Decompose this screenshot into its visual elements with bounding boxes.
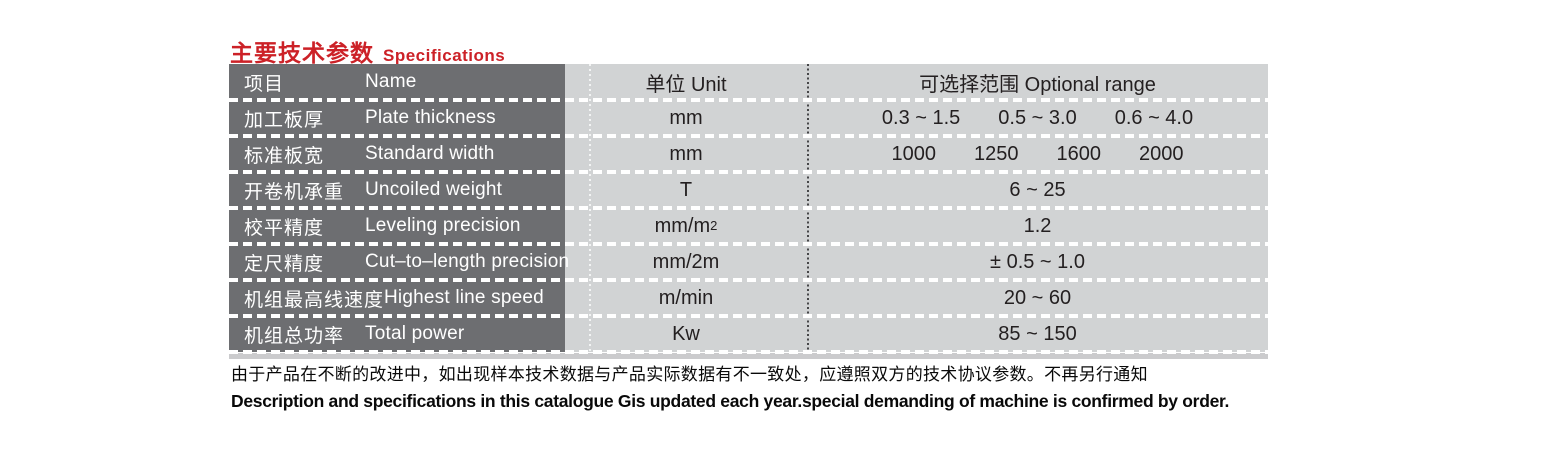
row-cell-name: 加工板厚 Plate thickness (229, 100, 565, 136)
table-header-row: 项目 Name 单位 Unit 可选择范围 Optional range (229, 64, 1268, 102)
row-name-en: Leveling precision (365, 215, 521, 236)
row-name-en: Total power (365, 323, 465, 344)
range-value: 1250 (974, 142, 1019, 165)
row-name-en: Highest line speed (384, 287, 544, 308)
footer-note-en: Description and specifications in this c… (231, 391, 1230, 411)
row-name-cn: 定尺精度 (244, 253, 325, 275)
header-cell-range: 可选择范围 Optional range (919, 73, 1156, 96)
row-values: 0.3 ~ 1.5 0.5 ~ 3.0 0.6 ~ 4.0 (807, 100, 1268, 136)
table-row: 加工板厚 Plate thickness mm 0.3 ~ 1.5 0.5 ~ 3… (229, 100, 1268, 138)
page-title-en: Specifications (383, 46, 506, 65)
header-name-cn: 项目 (244, 73, 285, 95)
range-value: 1.2 (1023, 214, 1052, 237)
table-row: 开卷机承重 Uncoiled weight T 6 ~ 25 (229, 172, 1268, 210)
row-name-en: Standard width (365, 143, 495, 164)
range-value: 0.3 ~ 1.5 (881, 106, 961, 129)
table-bottom-edge (229, 353, 1268, 359)
table-row: 校平精度 Leveling precision mm/m 2 1.2 (229, 208, 1268, 246)
row-values: 20 ~ 60 (807, 280, 1268, 316)
row-name-cn: 开卷机承重 (244, 181, 345, 203)
row-cell-name: 机组最高线速度 Highest line speed (229, 280, 565, 316)
row-values: 6 ~ 25 (807, 172, 1268, 208)
row-name-en: Uncoiled weight (365, 179, 503, 200)
range-value: 0.6 ~ 4.0 (1114, 106, 1194, 129)
range-value: 1000 (891, 142, 937, 165)
range-value: 20 ~ 60 (1003, 286, 1072, 309)
row-name-en: Plate thickness (365, 107, 496, 128)
row-name-cn: 机组最高线速度 (244, 289, 385, 311)
header-cell-name: 项目 Name (229, 64, 565, 100)
row-name-cn: 机组总功率 (244, 325, 345, 347)
page-title: 主要技术参数 Specifications (230, 34, 505, 68)
row-name-cn: 加工板厚 (244, 109, 325, 131)
row-values: 85 ~ 150 (807, 316, 1268, 352)
table-row: 机组总功率 Total power Kw 85 ~ 150 (229, 316, 1268, 354)
footer-note: 由于产品在不断的改进中，如出现样本技术数据与产品实际数据有不一致处，应遵照双方的… (231, 362, 1471, 414)
specifications-table: 项目 Name 单位 Unit 可选择范围 Optional range 加工板… (229, 64, 1268, 354)
range-value: 1600 (1056, 142, 1102, 165)
footer-note-cn: 由于产品在不断的改进中，如出现样本技术数据与产品实际数据有不一致处，应遵照双方的… (231, 365, 1148, 384)
row-unit: Kw (672, 322, 700, 345)
row-values: 1.2 (807, 208, 1268, 244)
row-unit: mm/m 2 (654, 214, 718, 237)
table-row: 标准板宽 Standard width mm 1000 1250 1600 2000 (229, 136, 1268, 174)
row-cell-name: 标准板宽 Standard width (229, 136, 565, 172)
page-title-cn: 主要技术参数 (230, 40, 374, 66)
row-name-cn: 标准板宽 (244, 145, 325, 167)
row-unit: mm (669, 142, 703, 165)
range-value: 2000 (1139, 142, 1184, 165)
row-values: ± 0.5 ~ 1.0 (807, 244, 1268, 280)
header-name-en: Name (365, 71, 417, 92)
row-cell-name: 校平精度 Leveling precision (229, 208, 565, 244)
row-unit: mm (669, 106, 703, 129)
row-cell-name: 定尺精度 Cut–to–length precision (229, 244, 569, 280)
header-cell-unit: 单位 Unit (645, 73, 727, 96)
range-value: 6 ~ 25 (1009, 178, 1066, 201)
table-row: 机组最高线速度 Highest line speed m/min 20 ~ 60 (229, 280, 1268, 318)
row-unit: T (679, 178, 693, 201)
table-row: 定尺精度 Cut–to–length precision mm/2m ± 0.5… (229, 244, 1268, 282)
row-cell-name: 机组总功率 Total power (229, 316, 565, 352)
row-values: 1000 1250 1600 2000 (807, 136, 1268, 172)
range-value: 85 ~ 150 (998, 322, 1077, 345)
row-unit: mm/2m (652, 250, 720, 273)
row-name-en: Cut–to–length precision (365, 251, 570, 272)
range-value: 0.5 ~ 3.0 (998, 106, 1077, 129)
range-value: ± 0.5 ~ 1.0 (990, 250, 1085, 273)
row-name-cn: 校平精度 (244, 217, 325, 239)
row-cell-name: 开卷机承重 Uncoiled weight (229, 172, 565, 208)
row-unit: m/min (658, 286, 714, 309)
